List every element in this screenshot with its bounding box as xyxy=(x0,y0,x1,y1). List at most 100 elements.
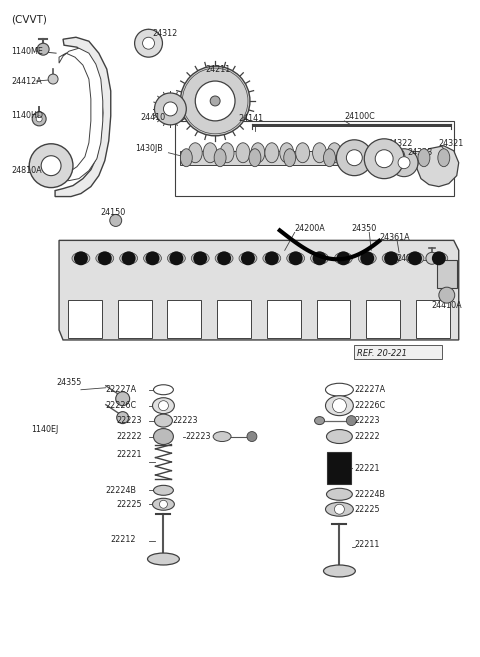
Text: 24312: 24312 xyxy=(153,29,178,37)
Text: REF. 20-221: REF. 20-221 xyxy=(357,350,408,358)
Text: 24100C: 24100C xyxy=(344,112,375,122)
Text: 24323: 24323 xyxy=(407,148,432,157)
Text: 22223: 22223 xyxy=(172,416,198,425)
Circle shape xyxy=(164,102,178,116)
Ellipse shape xyxy=(312,143,326,163)
Ellipse shape xyxy=(153,498,174,510)
Text: 22226C: 22226C xyxy=(354,401,385,410)
Bar xyxy=(180,150,447,165)
Ellipse shape xyxy=(326,430,352,443)
Circle shape xyxy=(241,252,255,265)
Polygon shape xyxy=(59,48,103,181)
Ellipse shape xyxy=(284,148,296,167)
Ellipse shape xyxy=(203,143,217,163)
Ellipse shape xyxy=(263,252,281,264)
Circle shape xyxy=(143,37,155,49)
Text: 24350: 24350 xyxy=(351,224,377,233)
Ellipse shape xyxy=(335,252,352,264)
Ellipse shape xyxy=(215,252,233,264)
Circle shape xyxy=(32,112,46,126)
Bar xyxy=(267,300,300,338)
Circle shape xyxy=(336,140,372,175)
Ellipse shape xyxy=(251,143,265,163)
Ellipse shape xyxy=(120,252,138,264)
Circle shape xyxy=(390,148,418,177)
Text: 24810A: 24810A xyxy=(12,166,42,175)
Text: 24150: 24150 xyxy=(101,208,126,217)
Circle shape xyxy=(116,392,130,405)
Text: 22227A: 22227A xyxy=(354,385,385,394)
Circle shape xyxy=(195,81,235,121)
Circle shape xyxy=(134,30,162,57)
Circle shape xyxy=(398,157,410,169)
Circle shape xyxy=(98,252,112,265)
Ellipse shape xyxy=(430,252,448,264)
Text: 24321: 24321 xyxy=(439,139,464,148)
Polygon shape xyxy=(59,240,459,340)
Text: (CVVT): (CVVT) xyxy=(12,14,47,24)
Circle shape xyxy=(210,96,220,106)
Ellipse shape xyxy=(213,432,231,442)
Circle shape xyxy=(110,214,122,227)
Ellipse shape xyxy=(325,396,353,416)
Text: 1140EJ: 1140EJ xyxy=(31,425,59,434)
Ellipse shape xyxy=(438,148,450,167)
Ellipse shape xyxy=(406,252,424,264)
Bar xyxy=(366,300,400,338)
Ellipse shape xyxy=(144,252,161,264)
Ellipse shape xyxy=(147,553,180,565)
Text: 22227A: 22227A xyxy=(106,385,137,394)
Text: 22211: 22211 xyxy=(354,539,380,549)
Circle shape xyxy=(193,252,207,265)
Circle shape xyxy=(347,150,362,166)
Text: 24412A: 24412A xyxy=(12,77,42,85)
Ellipse shape xyxy=(155,414,172,427)
Text: 24000: 24000 xyxy=(396,254,421,263)
Bar xyxy=(118,300,152,338)
Ellipse shape xyxy=(249,148,261,167)
Ellipse shape xyxy=(296,143,310,163)
Circle shape xyxy=(159,500,168,509)
Text: 22212: 22212 xyxy=(111,535,136,543)
Text: 24200A: 24200A xyxy=(295,224,325,233)
Bar xyxy=(327,453,351,484)
Bar xyxy=(217,300,251,338)
Ellipse shape xyxy=(371,148,383,167)
Circle shape xyxy=(122,252,136,265)
Ellipse shape xyxy=(154,428,173,445)
Text: 24355: 24355 xyxy=(56,378,82,387)
Circle shape xyxy=(375,150,393,168)
Ellipse shape xyxy=(393,148,405,167)
Circle shape xyxy=(265,252,279,265)
Circle shape xyxy=(426,252,438,264)
Circle shape xyxy=(364,139,404,179)
Ellipse shape xyxy=(327,143,341,163)
Ellipse shape xyxy=(214,148,226,167)
Text: 24361A: 24361A xyxy=(379,233,410,242)
Bar xyxy=(437,260,457,288)
Ellipse shape xyxy=(324,148,336,167)
Polygon shape xyxy=(417,146,459,187)
Circle shape xyxy=(158,401,168,411)
Text: 1140ME: 1140ME xyxy=(12,47,43,56)
Ellipse shape xyxy=(325,502,353,516)
Text: 1430JB: 1430JB xyxy=(136,145,163,153)
Circle shape xyxy=(247,432,257,442)
Ellipse shape xyxy=(326,488,352,500)
Ellipse shape xyxy=(192,252,209,264)
Text: 22223: 22223 xyxy=(354,416,380,425)
Ellipse shape xyxy=(236,143,250,163)
Bar xyxy=(252,124,451,127)
Text: 22221: 22221 xyxy=(354,464,380,473)
Circle shape xyxy=(169,252,183,265)
Ellipse shape xyxy=(153,397,174,414)
Text: 22223: 22223 xyxy=(185,432,211,441)
Ellipse shape xyxy=(325,383,353,396)
Bar xyxy=(416,300,450,338)
Circle shape xyxy=(288,252,302,265)
Text: 22221: 22221 xyxy=(117,450,142,459)
Ellipse shape xyxy=(265,143,279,163)
Ellipse shape xyxy=(382,252,400,264)
Ellipse shape xyxy=(358,252,376,264)
Text: 24410: 24410 xyxy=(141,114,166,122)
